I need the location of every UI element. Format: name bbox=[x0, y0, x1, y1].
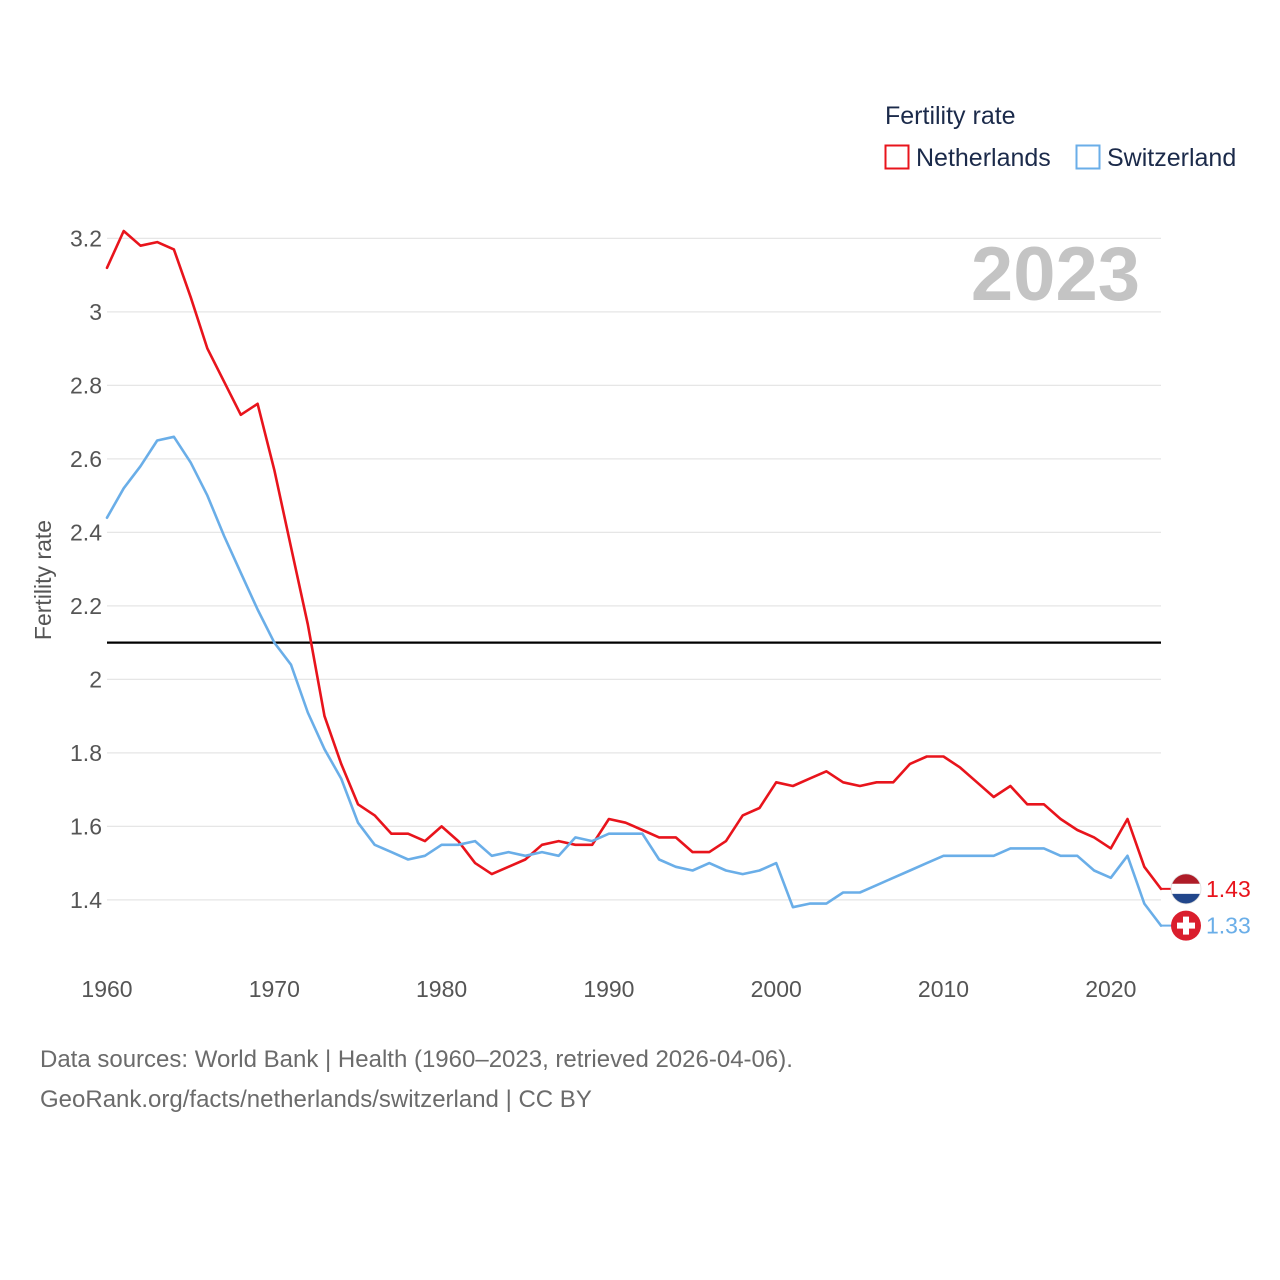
series-line-switzerland[interactable] bbox=[105, 435, 1163, 927]
y-tick-label: 3.2 bbox=[70, 225, 102, 251]
switzerland-flag-icon bbox=[1171, 910, 1201, 941]
y-tick-label: 2.6 bbox=[70, 446, 102, 472]
x-tick-label: 1960 bbox=[81, 976, 132, 1002]
source-link[interactable]: GeoRank.org/facts/netherlands/switzerlan… bbox=[40, 1086, 592, 1113]
x-tick-label: 1970 bbox=[249, 976, 300, 1002]
y-axis-title: Fertility rate bbox=[30, 520, 56, 640]
x-tick-label: 2010 bbox=[918, 976, 969, 1002]
legend-swatch-switzerland bbox=[1075, 144, 1101, 170]
x-tick-label: 1990 bbox=[583, 976, 634, 1002]
y-tick-label: 2 bbox=[89, 666, 102, 692]
chart-footer: Data sources: World Bank | Health (1960–… bbox=[40, 1040, 793, 1120]
y-tick-label: 2.8 bbox=[70, 372, 102, 398]
x-tick-label: 2000 bbox=[751, 976, 802, 1002]
legend-item-switzerland[interactable]: Switzerland bbox=[1075, 144, 1237, 172]
legend-swatch-netherlands bbox=[884, 144, 910, 170]
y-tick-label: 2.4 bbox=[70, 519, 102, 545]
x-tick-label: 1980 bbox=[416, 976, 467, 1002]
netherlands-flag-icon bbox=[1170, 873, 1202, 905]
legend: Fertility rate Netherlands Switzerland bbox=[884, 102, 1237, 172]
y-tick-label: 2.2 bbox=[70, 593, 102, 619]
year-display: 2023 bbox=[971, 232, 1140, 317]
netherlands-end-value: 1.43 bbox=[1206, 876, 1251, 902]
y-tick-label: 1.6 bbox=[70, 813, 102, 839]
end-markers: 1.43 1.33 bbox=[1161, 873, 1251, 941]
switzerland-end-value: 1.33 bbox=[1206, 913, 1251, 939]
y-tick-label: 1.8 bbox=[70, 740, 102, 766]
legend-title: Fertility rate bbox=[885, 102, 1016, 130]
x-axis-ticks: 1960 1970 1980 1990 2000 2010 2020 bbox=[81, 976, 1136, 1002]
x-tick-label: 2020 bbox=[1085, 976, 1136, 1002]
y-tick-label: 1.4 bbox=[70, 887, 102, 913]
legend-label-netherlands: Netherlands bbox=[916, 144, 1051, 172]
legend-label-switzerland: Switzerland bbox=[1107, 144, 1236, 172]
series-lines bbox=[105, 229, 1163, 927]
legend-item-netherlands[interactable]: Netherlands bbox=[884, 144, 1051, 172]
data-source-note: Data sources: World Bank | Health (1960–… bbox=[40, 1046, 793, 1073]
y-tick-label: 3 bbox=[89, 299, 102, 325]
series-line-netherlands[interactable] bbox=[105, 229, 1163, 891]
gridlines bbox=[107, 237, 1161, 901]
line-chart: 1.41.61.822.22.42.62.833.2 1960 1970 1980 1… bbox=[30, 102, 1251, 1002]
y-axis-ticks: 1.4 1.6 1.8 2 2.2 2.4 2.6 2.8 3 3.2 bbox=[70, 225, 102, 913]
